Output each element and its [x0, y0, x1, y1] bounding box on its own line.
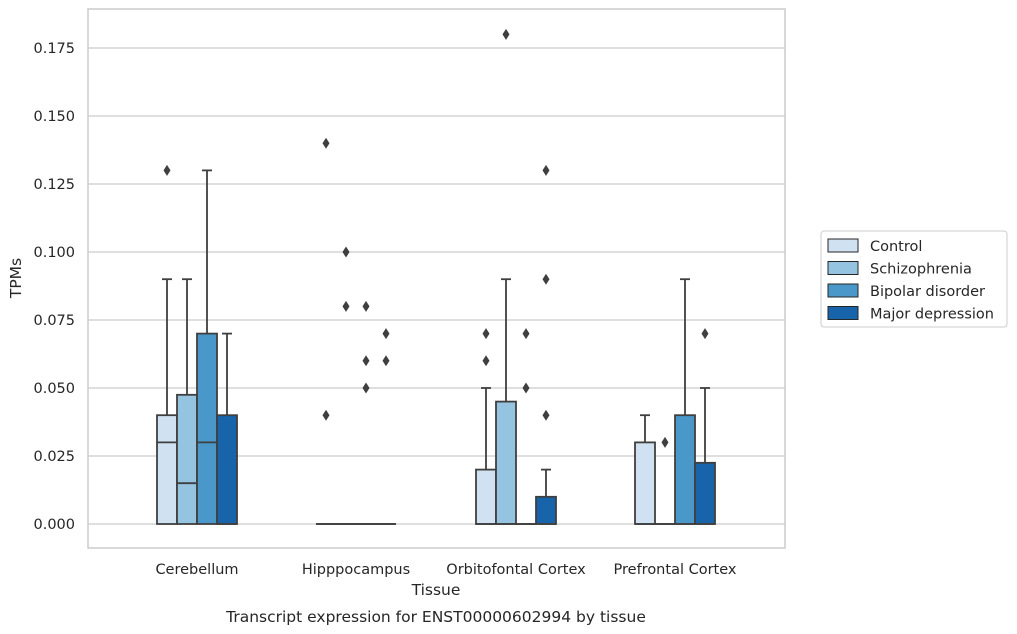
y-tick-label: 0.075 — [33, 313, 75, 329]
outlier-point — [382, 355, 390, 367]
y-tick-label: 0.000 — [33, 517, 75, 533]
plot-frame — [87, 8, 786, 549]
y-tick-label: 0.025 — [33, 449, 75, 465]
x-tick-label: Prefrontal Cortex — [614, 562, 737, 578]
legend-frame — [820, 230, 1008, 328]
legend-label: Schizophrenia — [870, 262, 972, 278]
y-axis-title: TPMs — [7, 258, 25, 299]
box-body — [196, 332, 218, 525]
y-tick-labels: 0.000 0.025 0.050 0.075 0.100 0.125 0.150 0.175 — [33, 41, 75, 533]
outlier-point — [542, 409, 550, 421]
legend-label: Major depression — [870, 307, 994, 323]
y-tick-label: 0.125 — [33, 177, 75, 193]
x-axis-title: Tissue — [411, 581, 461, 599]
box-bipolar-disorder — [674, 278, 696, 525]
y-tick-label: 0.050 — [33, 381, 75, 397]
box-body — [475, 468, 497, 525]
legend-label: Bipolar disorder — [870, 284, 985, 300]
outlier-point — [542, 164, 550, 176]
outlier-point — [342, 300, 350, 312]
box-major-depression — [535, 468, 557, 525]
legend-swatch — [827, 283, 859, 298]
outlier-point — [542, 273, 550, 285]
outlier-point — [362, 355, 370, 367]
outlier-point — [522, 328, 530, 340]
outlier-markers — [163, 28, 709, 448]
outlier-point — [522, 382, 530, 394]
outlier-point — [661, 436, 669, 448]
x-tick-label: Hipppocampus — [302, 562, 410, 578]
outlier-point — [322, 137, 330, 149]
box-body — [216, 414, 238, 525]
legend-swatch — [827, 261, 859, 275]
outlier-point — [482, 355, 490, 367]
box-body — [634, 441, 656, 525]
legend-swatch — [827, 238, 859, 253]
box-schizophrenia — [495, 278, 517, 525]
outlier-point — [322, 409, 330, 421]
x-tick-labels: Cerebellum Hipppocampus Orbitofontal Corte… — [155, 562, 736, 578]
box-body — [694, 461, 716, 525]
box-groups — [156, 169, 716, 525]
outlier-point — [362, 300, 370, 312]
box-body — [495, 400, 517, 525]
box-body — [156, 414, 178, 525]
box-control — [634, 414, 656, 525]
outlier-point — [163, 164, 171, 176]
chart-caption: Transcript expression for ENST0000060299… — [225, 608, 646, 626]
box-major-depression — [216, 332, 238, 525]
x-tick-label: Cerebellum — [155, 562, 238, 578]
outlier-point — [342, 246, 350, 258]
y-tick-label: 0.150 — [33, 109, 75, 125]
x-tick-label: Orbitofontal Cortex — [446, 562, 586, 578]
outlier-point — [701, 328, 709, 340]
box-control — [475, 387, 497, 525]
legend-swatch — [827, 306, 859, 320]
box-body — [674, 414, 696, 525]
outlier-point — [502, 28, 510, 40]
outlier-point — [382, 328, 390, 340]
legend: Control Schizophrenia Bipolar disorder Majo… — [820, 230, 1008, 328]
box-major-depression — [694, 387, 716, 525]
outlier-point — [482, 328, 490, 340]
y-tick-label: 0.175 — [33, 41, 75, 57]
outlier-point — [362, 382, 370, 394]
legend-label: Control — [870, 239, 922, 255]
box-body — [535, 495, 557, 525]
box-bipolar-disorder — [196, 169, 218, 525]
box-body — [176, 393, 198, 525]
y-tick-label: 0.100 — [33, 245, 75, 261]
box-control — [156, 278, 178, 525]
box-schizophrenia — [176, 278, 198, 525]
